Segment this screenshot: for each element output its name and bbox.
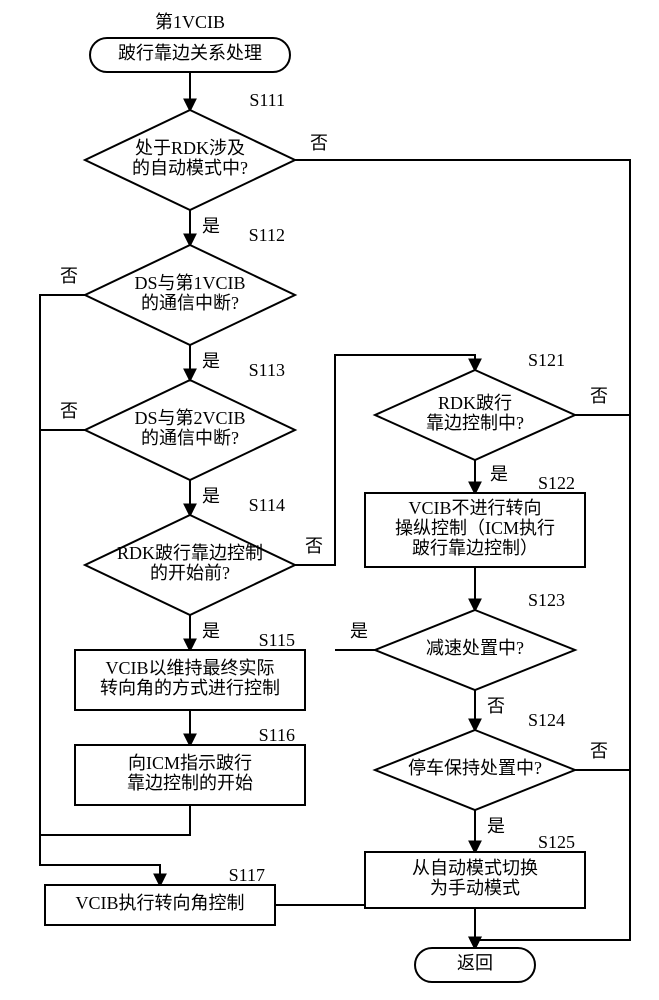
- step-label: S125: [538, 832, 575, 852]
- edge-label: 否: [590, 741, 608, 761]
- edge-label: 是: [202, 351, 220, 371]
- edge-label: 否: [305, 536, 323, 556]
- node-return: 返回: [415, 948, 535, 982]
- node-text: 的通信中断?: [141, 293, 239, 313]
- step-label: S116: [259, 725, 295, 745]
- edge-label: 否: [60, 401, 78, 421]
- edge-label: 否: [310, 133, 328, 153]
- node-text: RDK跛行靠边控制: [117, 543, 263, 563]
- node-text: 停车保持处置中?: [408, 758, 542, 778]
- step-label: S113: [249, 360, 285, 380]
- edge-label: 是: [202, 216, 220, 236]
- node-text: DS与第2VCIB: [134, 408, 245, 428]
- node-text: 靠边控制中?: [426, 413, 524, 433]
- edge-label: 是: [350, 621, 368, 641]
- node-text: VCIB以维持最终实际: [105, 658, 274, 678]
- node-text: 从自动模式切换: [412, 858, 538, 878]
- node-text: 为手动模式: [430, 878, 520, 898]
- edge-label: 是: [202, 621, 220, 641]
- node-text: 操纵控制（ICM执行: [395, 518, 555, 538]
- step-label: S111: [249, 90, 285, 110]
- edge-label: 否: [590, 386, 608, 406]
- node-text: VCIB执行转向角控制: [75, 893, 244, 913]
- node-text: VCIB不进行转向: [408, 498, 541, 518]
- node-text: 靠边控制的开始: [127, 773, 253, 793]
- node-text: 处于RDK涉及: [135, 138, 245, 158]
- step-label: S114: [249, 495, 285, 515]
- header-label: 第1VCIB: [155, 12, 225, 32]
- node-text: 跛行靠边关系处理: [118, 43, 262, 63]
- step-label: S112: [249, 225, 285, 245]
- edge-label: 否: [487, 696, 505, 716]
- node-text: 跛行靠边控制）: [412, 538, 538, 558]
- node-text: 减速处置中?: [426, 638, 524, 658]
- node-text: RDK跛行: [438, 393, 512, 413]
- node-text: DS与第1VCIB: [134, 273, 245, 293]
- node-text: 转向角的方式进行控制: [100, 678, 280, 698]
- step-label: S115: [259, 630, 295, 650]
- edge-label: 否: [60, 266, 78, 286]
- step-label: S122: [538, 473, 575, 493]
- node-start: 跛行靠边关系处理: [90, 38, 290, 72]
- node-text: 的自动模式中?: [132, 158, 248, 178]
- node-text: 的开始前?: [150, 563, 230, 583]
- edge-label: 是: [490, 464, 508, 484]
- flow-edge: [40, 805, 190, 835]
- step-label: S121: [528, 350, 565, 370]
- edge-label: 是: [487, 816, 505, 836]
- node-text: 返回: [457, 953, 493, 973]
- step-label: S124: [528, 710, 565, 730]
- node-text: 向ICM指示跛行: [128, 753, 252, 773]
- step-label: S117: [229, 865, 265, 885]
- flowchart-canvas: 是是是是否是否否否否是否是否第1VCIB跛行靠边关系处理处于RDK涉及的自动模式…: [0, 0, 659, 1000]
- edge-label: 是: [202, 486, 220, 506]
- node-text: 的通信中断?: [141, 428, 239, 448]
- step-label: S123: [528, 590, 565, 610]
